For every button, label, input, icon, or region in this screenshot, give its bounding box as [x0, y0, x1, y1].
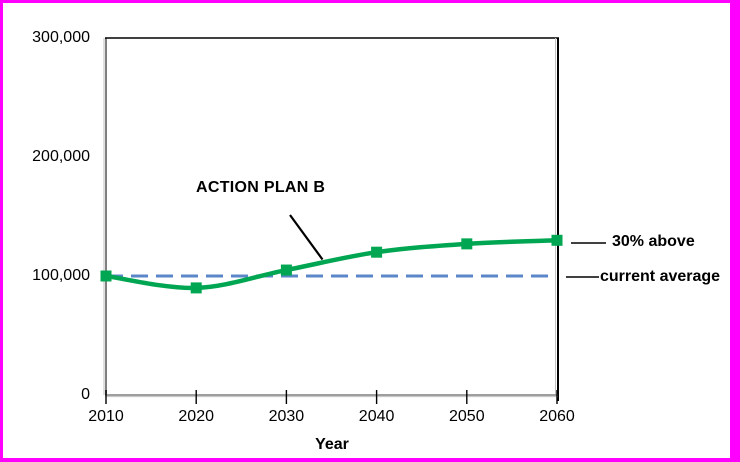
series-line: [103, 238, 560, 291]
frame-border-right: [730, 0, 740, 462]
y-tick-label: 100,000: [32, 267, 90, 284]
reference-line-label: current average: [600, 268, 721, 285]
x-tick-label: 2040: [358, 408, 395, 425]
frame-border-top: [0, 0, 740, 3]
annotation-pointer-line: [289, 214, 324, 261]
series-marker: [551, 234, 563, 246]
y-tick-label: 300,000: [32, 29, 90, 46]
series-marker: [100, 270, 112, 282]
frame-border-left: [0, 0, 3, 462]
x-tick-label: 2030: [268, 408, 305, 425]
x-tick-label: 2010: [88, 408, 124, 425]
x-tick-label: 2020: [178, 408, 214, 425]
y-tick-label: 200,000: [32, 148, 90, 165]
series-marker: [190, 282, 202, 294]
series-marker: [371, 246, 383, 258]
x-tick-label: 2050: [449, 408, 485, 425]
end-value-label: 30% above: [612, 233, 695, 250]
series-annotation-label: ACTION PLAN B: [196, 179, 326, 196]
x-axis-title: Year: [315, 436, 349, 453]
y-tick-label: 0: [81, 386, 90, 403]
frame-border-bottom: [0, 458, 740, 462]
series-marker: [280, 264, 292, 276]
x-tick-label: 2060: [539, 408, 575, 425]
series-marker: [461, 238, 473, 250]
